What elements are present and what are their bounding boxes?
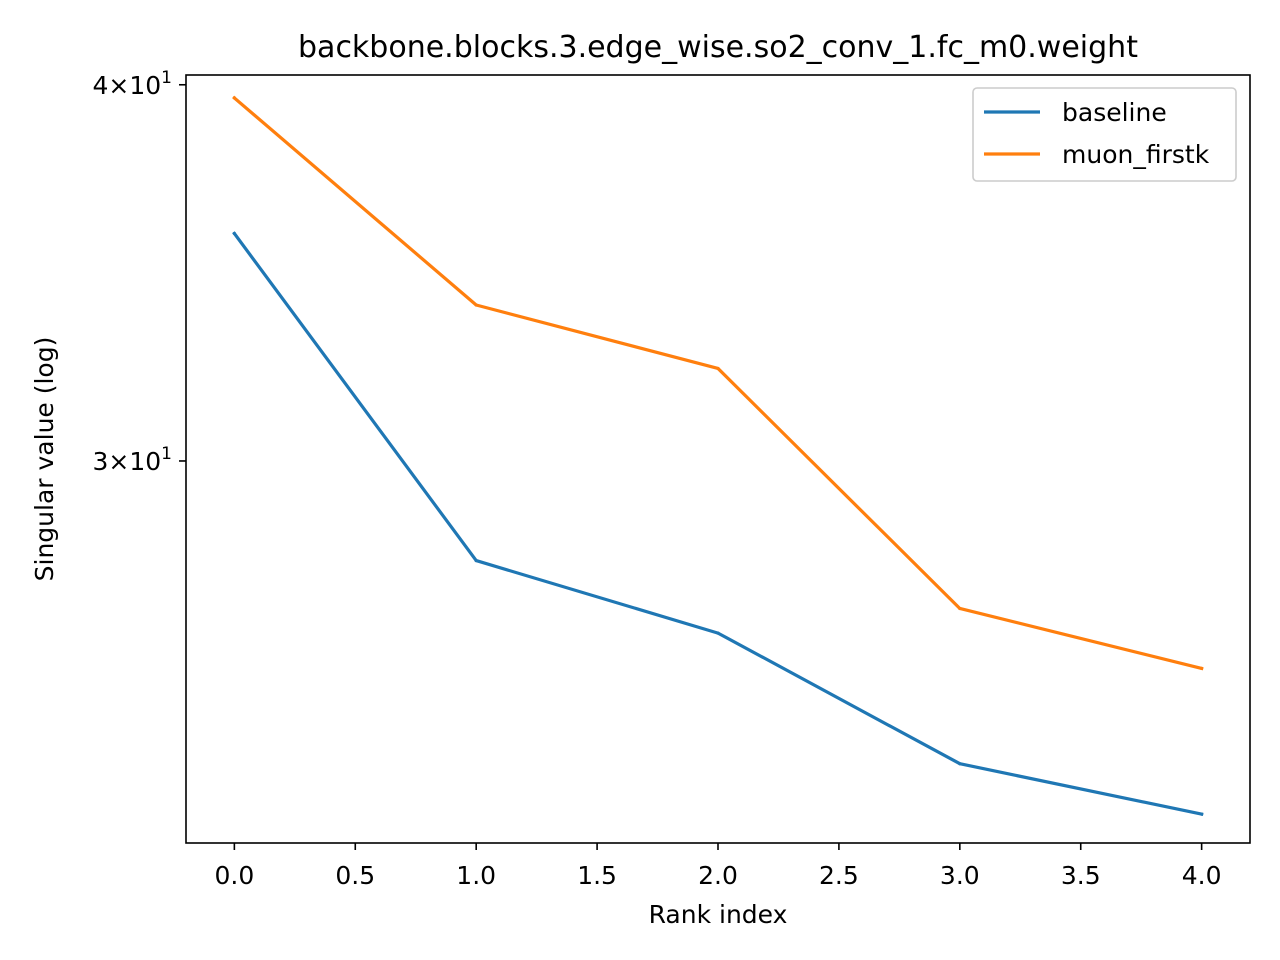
y-tick-label: 3×101 [93, 444, 173, 476]
data-point-muon_firstk-1 [474, 303, 478, 307]
legend: baseline muon_firstk [972, 87, 1237, 182]
data-point-muon_firstk-0 [232, 96, 236, 100]
x-tick-label: 2.0 [698, 861, 738, 890]
x-tick-label: 3.5 [1061, 861, 1101, 890]
x-axis-label: Rank index [649, 900, 788, 929]
y-axis: 3×101 4×101 [93, 68, 186, 476]
legend-label-muon_firstk: muon_firstk [1062, 140, 1210, 169]
x-axis: 0.0 0.5 1.0 1.5 2.0 2.5 3.0 3.5 4.0 [214, 843, 1222, 890]
data-point-muon_firstk-3 [958, 606, 962, 611]
x-tick-label: 0.0 [214, 861, 254, 890]
x-tick-label: 1.0 [456, 861, 496, 890]
x-tick-label: 1.5 [577, 861, 617, 890]
y-axis-label: Singular value (log) [30, 337, 59, 582]
chart-title: backbone.blocks.3.edge_wise.so2_conv_1.f… [298, 30, 1138, 65]
x-tick-label: 4.0 [1182, 861, 1222, 890]
data-point-muon_firstk-2 [716, 366, 720, 371]
data-point-baseline-1 [474, 558, 478, 563]
data-point-baseline-4 [1200, 812, 1204, 816]
x-tick-label: 3.0 [940, 861, 980, 890]
x-tick-label: 0.5 [335, 861, 375, 890]
data-point-baseline-2 [716, 631, 720, 635]
data-point-baseline-3 [958, 762, 962, 766]
x-tick-label: 2.5 [819, 861, 859, 890]
data-point-baseline-0 [232, 231, 236, 236]
y-tick-label: 4×101 [93, 68, 173, 100]
series-layer [232, 95, 1204, 817]
data-point-muon_firstk-4 [1200, 666, 1204, 670]
legend-label-baseline: baseline [1062, 98, 1167, 127]
